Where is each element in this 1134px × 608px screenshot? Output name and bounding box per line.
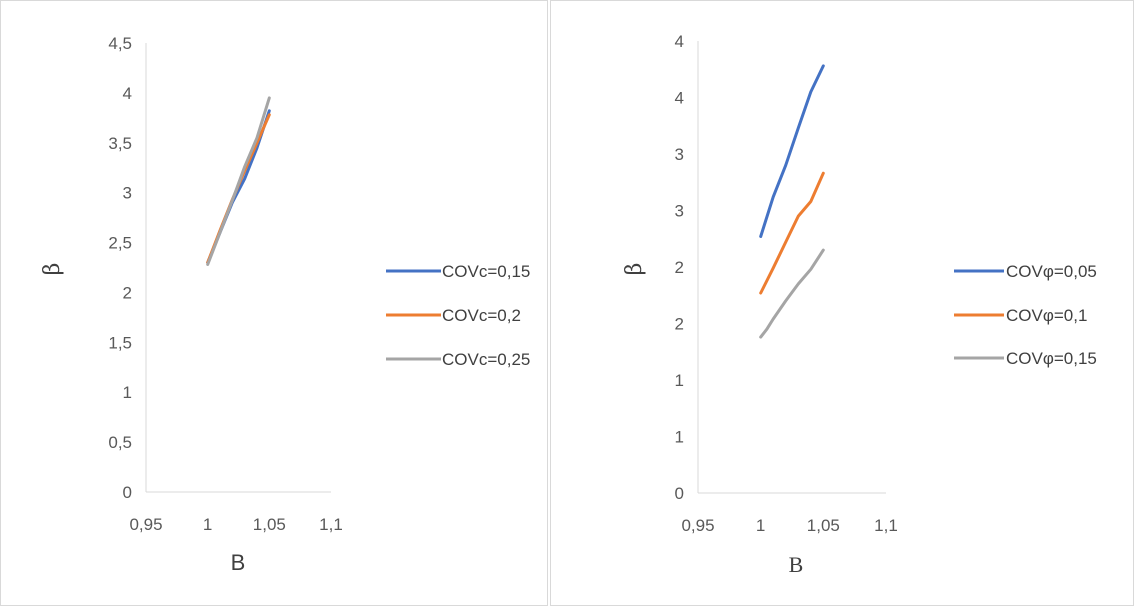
y-tick-label: 1	[675, 428, 684, 447]
legend-label: COVφ=0,05	[1006, 262, 1097, 281]
y-axis-title: β	[622, 263, 647, 276]
x-tick-label: 1,1	[874, 516, 898, 535]
y-tick-label: 3	[123, 184, 132, 203]
legend-label: COVc=0,2	[442, 306, 521, 325]
series-line	[759, 171, 825, 295]
y-tick-label: 2	[675, 315, 684, 334]
y-tick-label: 3,5	[108, 134, 132, 153]
chart-left-svg: 0 0,5 1 1,5 2 2,5 3 3,5 4 4,5 0,95 1 1,05 1,1 β B COVc=0…	[40, 34, 530, 575]
y-tick-label: 3	[675, 145, 684, 164]
y-tick-label: 0	[675, 484, 684, 503]
y-tick-label: 4	[123, 84, 132, 103]
y-axis-title: β	[40, 263, 65, 276]
x-tick-label: 0,95	[681, 516, 714, 535]
x-tick-label: 1,05	[253, 515, 286, 534]
y-tick-label: 4	[675, 32, 684, 51]
series-line	[206, 96, 271, 266]
y-tick-label: 0	[123, 483, 132, 502]
y-tick-label: 0,5	[108, 433, 132, 452]
series-line	[759, 248, 825, 339]
chart-panel-left: 0 0,5 1 1,5 2 2,5 3 3,5 4 4,5 0,95 1 1,05 1,1 β B COVc=0…	[0, 0, 548, 606]
y-tick-label: 1	[675, 371, 684, 390]
y-tick-label: 2,5	[108, 234, 132, 253]
x-tick-label: 0,95	[129, 515, 162, 534]
y-tick-label: 1	[123, 383, 132, 402]
legend-label: COVc=0,25	[442, 350, 530, 369]
y-tick-label: 4,5	[108, 34, 132, 53]
y-tick-label: 3	[675, 202, 684, 221]
chart-right-svg: 0 1 1 2 2 3 3 4 4 0,95 1 1,05 1,1 β B COVφ=0,05 COVφ=0,1…	[622, 32, 1097, 577]
series-line	[759, 64, 825, 238]
chart-panel-right: 0 1 1 2 2 3 3 4 4 0,95 1 1,05 1,1 β B COVφ=0,05 COVφ=0,1…	[550, 0, 1134, 606]
x-tick-label: 1,1	[319, 515, 343, 534]
x-axis-title: B	[231, 550, 246, 575]
y-tick-label: 1,5	[108, 333, 132, 352]
legend-label: COVφ=0,15	[1006, 349, 1097, 368]
x-tick-label: 1	[756, 516, 765, 535]
x-axis-title: B	[789, 552, 804, 577]
x-tick-label: 1	[203, 515, 212, 534]
legend-label: COVc=0,15	[442, 262, 530, 281]
legend-label: COVφ=0,1	[1006, 306, 1087, 325]
x-tick-label: 1,05	[807, 516, 840, 535]
y-tick-label: 2	[123, 283, 132, 302]
y-tick-label: 4	[675, 89, 684, 108]
y-tick-label: 2	[675, 258, 684, 277]
